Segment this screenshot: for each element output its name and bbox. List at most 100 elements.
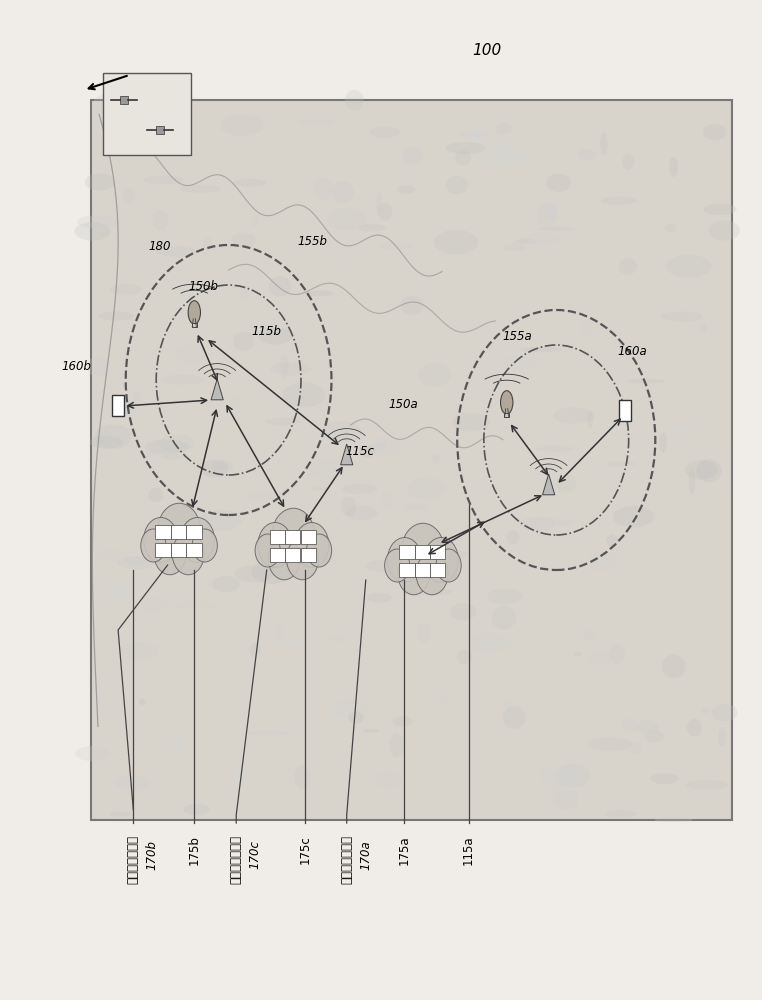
Ellipse shape [110, 811, 130, 817]
Bar [300, 548, 315, 562]
Ellipse shape [402, 147, 423, 165]
Ellipse shape [143, 176, 184, 184]
Ellipse shape [495, 123, 512, 135]
Bar [186, 543, 201, 557]
Ellipse shape [507, 530, 520, 545]
Ellipse shape [341, 496, 357, 516]
Ellipse shape [251, 216, 258, 226]
Ellipse shape [93, 550, 129, 560]
Circle shape [416, 553, 448, 595]
Ellipse shape [280, 354, 289, 379]
Ellipse shape [185, 511, 210, 531]
Ellipse shape [320, 421, 361, 443]
Ellipse shape [360, 445, 376, 457]
Ellipse shape [440, 696, 447, 706]
Bar [504, 413, 509, 417]
Circle shape [398, 553, 430, 595]
Bar [155, 525, 171, 539]
Ellipse shape [416, 588, 452, 595]
Ellipse shape [372, 437, 402, 456]
Ellipse shape [677, 423, 693, 436]
Ellipse shape [419, 363, 451, 387]
Ellipse shape [153, 210, 168, 231]
Ellipse shape [397, 185, 415, 194]
Ellipse shape [699, 323, 707, 334]
Circle shape [258, 522, 292, 568]
Circle shape [306, 534, 331, 567]
Ellipse shape [188, 301, 200, 324]
Text: 170a: 170a [359, 840, 373, 870]
Ellipse shape [685, 460, 717, 480]
Bar [430, 563, 445, 577]
Ellipse shape [123, 188, 136, 204]
Text: 150a: 150a [389, 398, 418, 411]
Circle shape [180, 518, 215, 562]
Ellipse shape [379, 243, 413, 250]
Ellipse shape [703, 203, 737, 215]
Ellipse shape [459, 132, 490, 137]
Circle shape [272, 508, 315, 565]
Ellipse shape [586, 651, 611, 666]
Ellipse shape [546, 173, 571, 192]
Ellipse shape [501, 391, 513, 414]
Ellipse shape [484, 145, 527, 169]
Ellipse shape [504, 698, 511, 714]
Ellipse shape [107, 580, 126, 604]
Circle shape [424, 538, 459, 582]
Ellipse shape [198, 510, 242, 531]
Ellipse shape [584, 631, 596, 640]
Bar [171, 543, 186, 557]
Ellipse shape [628, 742, 642, 755]
Text: 160b: 160b [62, 360, 91, 373]
Ellipse shape [610, 644, 625, 664]
Ellipse shape [274, 640, 303, 646]
Ellipse shape [581, 320, 591, 336]
Text: 155a: 155a [503, 330, 533, 343]
Ellipse shape [212, 460, 233, 474]
Ellipse shape [574, 652, 582, 656]
Ellipse shape [491, 605, 517, 630]
Ellipse shape [709, 221, 740, 240]
Ellipse shape [699, 172, 713, 181]
Ellipse shape [200, 460, 229, 478]
Ellipse shape [126, 556, 149, 564]
Bar [285, 548, 300, 562]
Ellipse shape [588, 737, 632, 751]
Ellipse shape [456, 649, 472, 664]
Ellipse shape [213, 469, 258, 481]
Ellipse shape [115, 776, 150, 790]
Ellipse shape [134, 147, 155, 152]
Ellipse shape [587, 551, 616, 571]
Ellipse shape [659, 432, 667, 453]
Ellipse shape [605, 461, 636, 467]
Ellipse shape [685, 780, 728, 790]
Ellipse shape [94, 424, 132, 449]
Ellipse shape [383, 491, 392, 509]
Ellipse shape [362, 729, 379, 733]
Ellipse shape [294, 765, 310, 789]
Ellipse shape [124, 401, 138, 416]
Ellipse shape [277, 625, 283, 641]
Ellipse shape [325, 705, 357, 717]
Ellipse shape [75, 222, 110, 241]
Ellipse shape [418, 623, 431, 643]
Bar [430, 545, 445, 559]
Ellipse shape [607, 535, 618, 547]
Ellipse shape [503, 706, 526, 729]
Ellipse shape [601, 197, 636, 205]
Ellipse shape [468, 128, 483, 144]
Ellipse shape [117, 556, 155, 569]
Ellipse shape [405, 503, 427, 511]
Bar [113, 394, 123, 416]
Circle shape [385, 549, 410, 582]
Bar [155, 543, 171, 557]
Ellipse shape [455, 150, 471, 166]
Ellipse shape [173, 602, 215, 609]
Bar [155, 126, 165, 134]
Ellipse shape [174, 345, 208, 364]
Ellipse shape [233, 179, 267, 186]
Ellipse shape [504, 355, 539, 369]
Ellipse shape [661, 655, 686, 678]
Text: 115b: 115b [251, 325, 281, 338]
Ellipse shape [85, 173, 114, 191]
